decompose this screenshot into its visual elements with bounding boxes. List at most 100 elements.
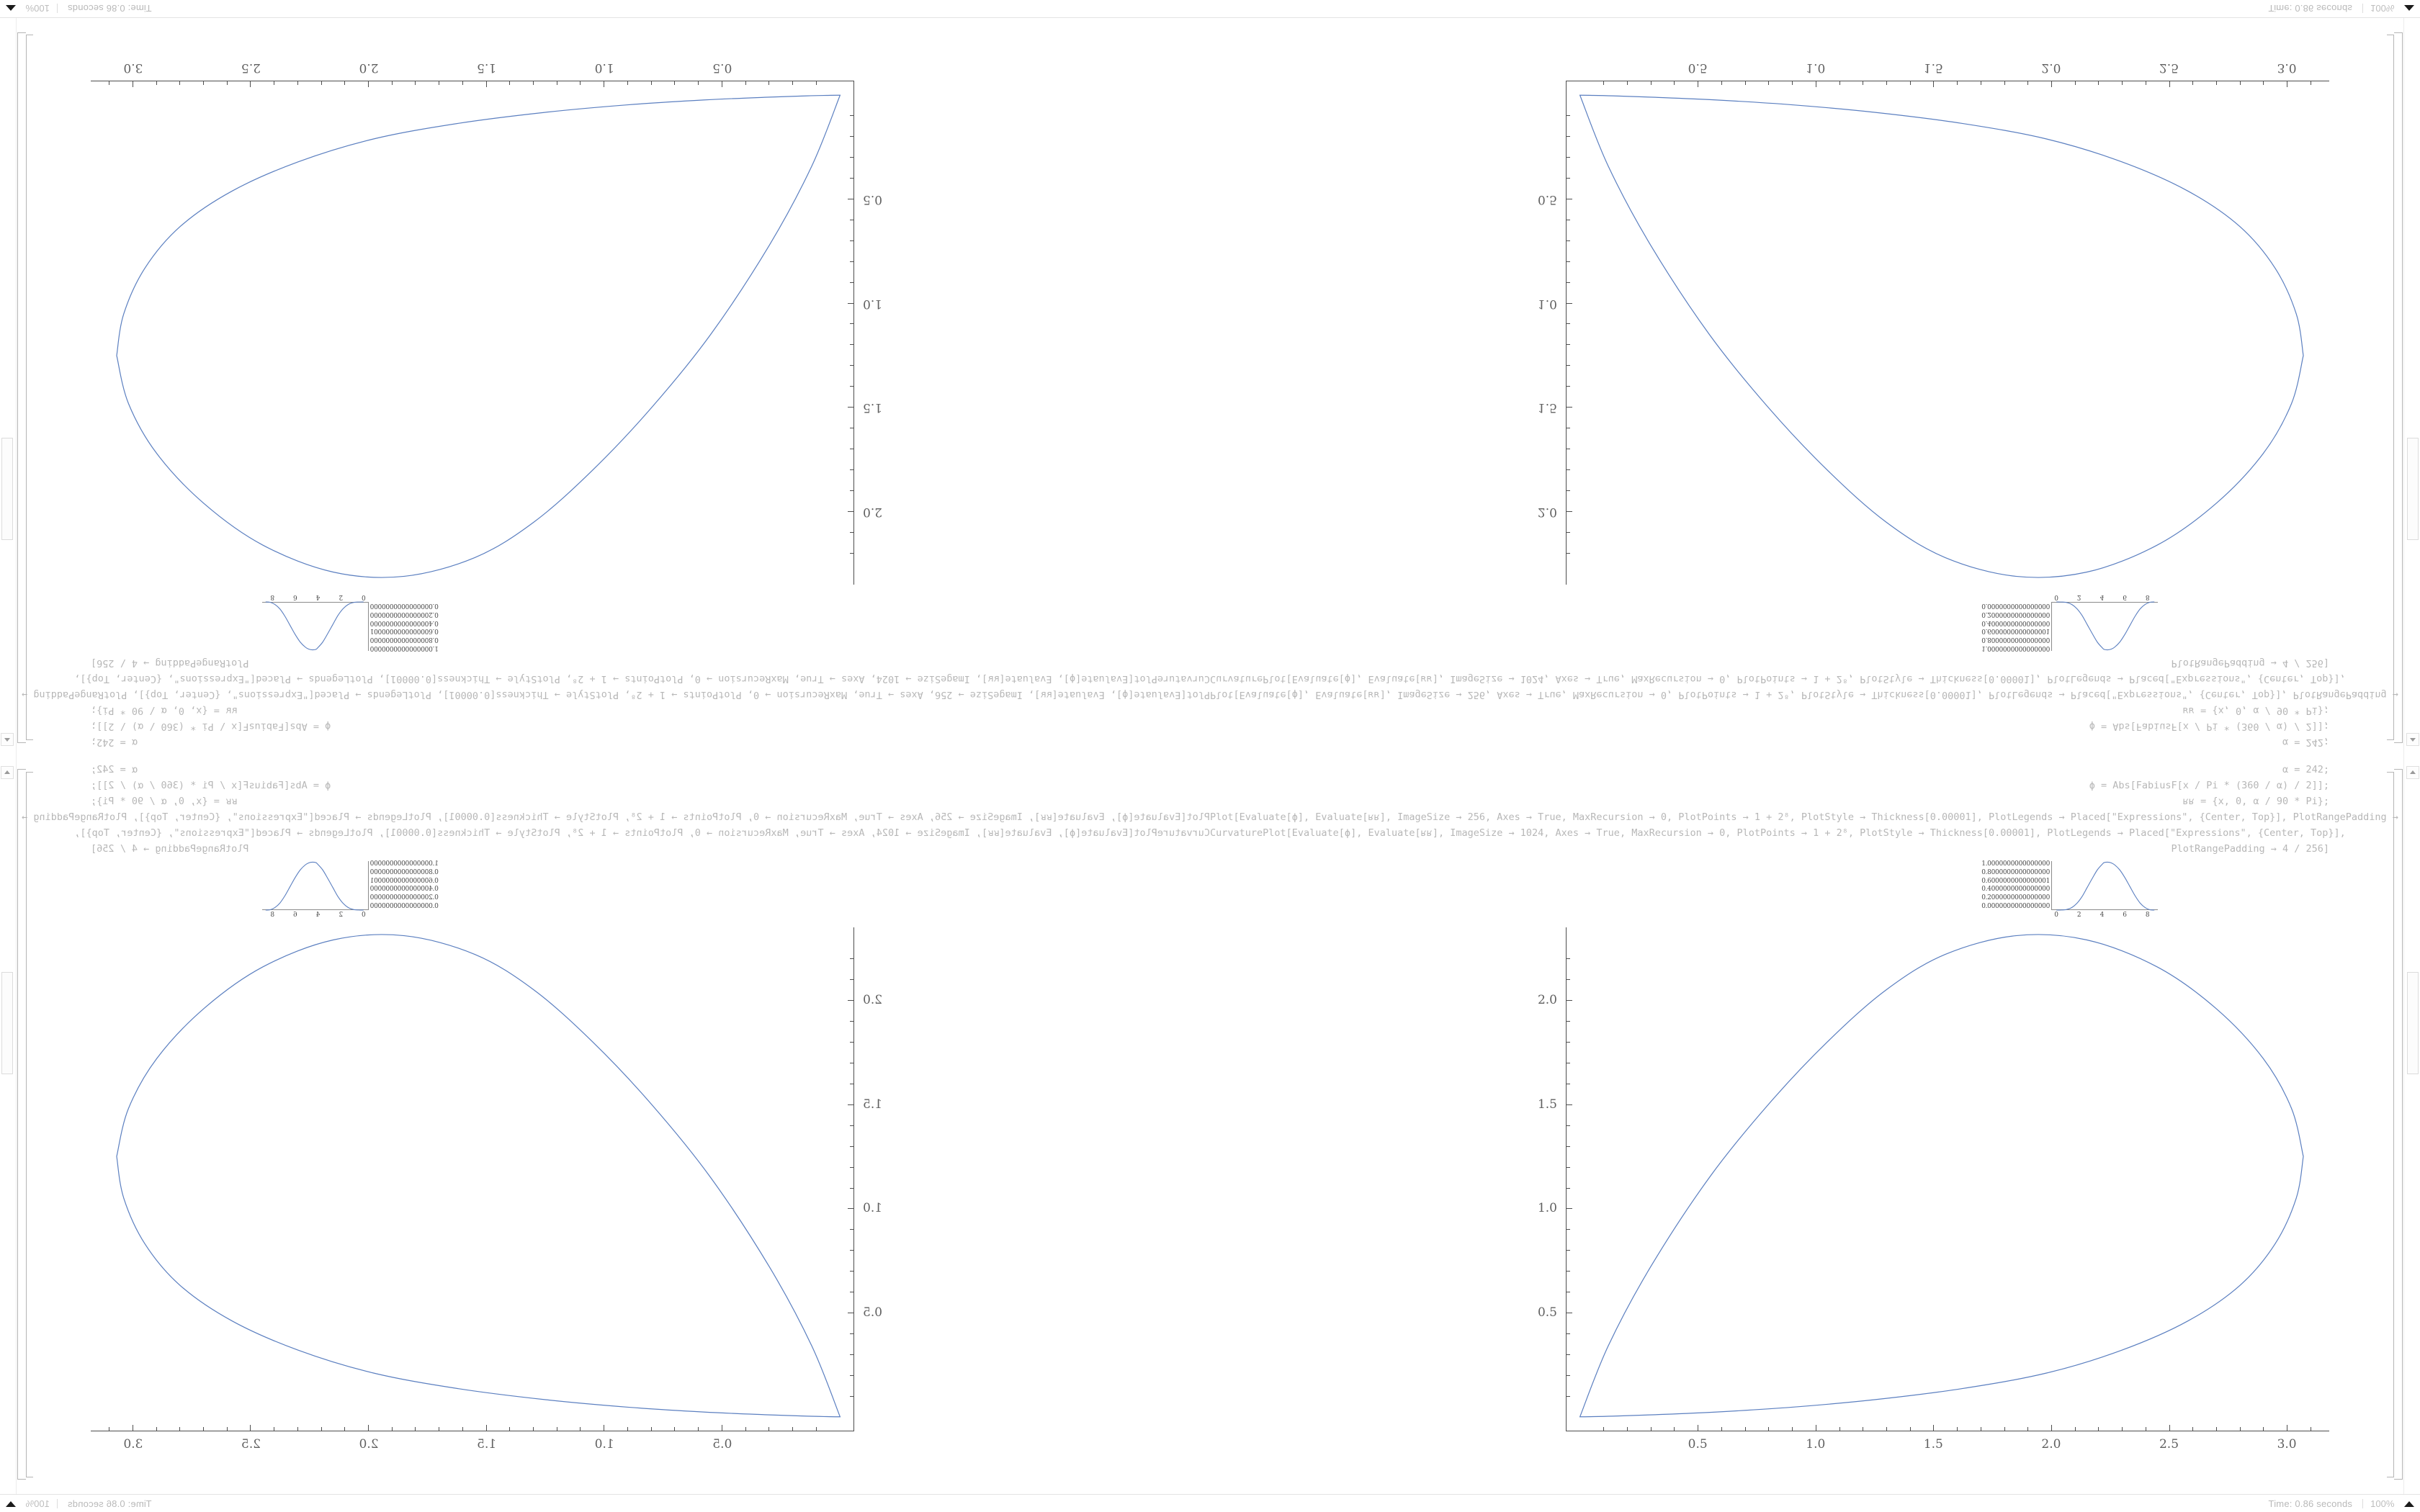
curvature-output-cell[interactable]: 0.5 1.0 1.5 2.0 0.5 1.0 1.5 2.0 2.5 3.0	[1210, 920, 2374, 1452]
vertical-scrollbar[interactable]	[2403, 756, 2420, 1495]
curvature-y-minor-tick	[1566, 261, 1570, 262]
curvature-output-cell[interactable]: 0.5 1.0 1.5 2.0 0.5 1.0 1.5 2.0 2.5 3.0	[46, 920, 1210, 1452]
thumbnail-y-tick-label: 0.8000000000000000	[370, 636, 439, 644]
curvature-y-tick	[848, 407, 854, 408]
curvature-y-tick-label: 2.0	[1537, 993, 1557, 1008]
curvature-x-tick	[485, 1425, 487, 1431]
curvature-y-tick	[1566, 1000, 1572, 1002]
curvature-x-minor-tick	[2239, 1427, 2241, 1431]
cell-bracket-group[interactable]	[2380, 23, 2404, 743]
cell-bracket-inner[interactable]	[2387, 35, 2394, 740]
cell-bracket-outer[interactable]	[2394, 32, 2403, 743]
scroll-up-arrow-icon[interactable]	[1, 766, 14, 779]
curvature-x-tick	[2169, 1425, 2170, 1431]
cell-bracket-group[interactable]	[16, 23, 40, 743]
curvature-x-minor-tick	[179, 81, 181, 85]
curvature-x-minor-tick	[815, 81, 817, 85]
thumbnail-output-cell[interactable]: 1.0000000000000000 0.8000000000000000 0.60…	[46, 858, 1210, 920]
curvature-x-minor-tick	[203, 81, 205, 85]
curvature-output-cell[interactable]: 0.5 1.0 1.5 2.0 0.5 1.0 1.5 2.0 2.5 3.0	[46, 60, 1210, 592]
scroll-up-arrow-icon[interactable]	[1, 733, 14, 746]
cell-bracket-outer[interactable]	[2394, 769, 2403, 1480]
curvature-x-minor-tick	[1721, 81, 1722, 85]
thumbnail-x-tick-label: 2	[2076, 593, 2081, 600]
caret-up-icon[interactable]	[6, 1501, 16, 1508]
vertical-scrollbar[interactable]	[0, 17, 17, 756]
curvature-x-minor-tick	[2027, 81, 2029, 85]
vertical-scrollbar[interactable]	[0, 756, 17, 1495]
thumbnail-y-tick-label: 0.8000000000000000	[1981, 636, 2050, 644]
zoom-level-control[interactable]: 100%	[2370, 4, 2420, 14]
status-divider	[2362, 1498, 2364, 1508]
caret-up-icon[interactable]	[6, 4, 16, 11]
curvature-y-minor-tick	[1566, 1271, 1570, 1272]
input-cell[interactable]: α = 242; ϕ = Abs[FabiusF[x / Pi * (360 /…	[1210, 756, 2420, 858]
zoom-level-control[interactable]: 100%	[0, 4, 50, 14]
curvature-y-tick	[848, 510, 854, 512]
input-cell[interactable]: α = 242; ϕ = Abs[FabiusF[x / Pi * (360 /…	[0, 654, 1210, 756]
curvature-y-minor-tick	[1566, 136, 1570, 138]
scroll-up-arrow-icon[interactable]	[2406, 766, 2419, 779]
caret-up-icon[interactable]	[2404, 1501, 2414, 1508]
curvature-x-minor-tick	[1744, 81, 1746, 85]
input-cell[interactable]: α = 242; ϕ = Abs[FabiusF[x / Pi * (360 /…	[1210, 654, 2420, 756]
vertical-scrollbar[interactable]	[2403, 17, 2420, 756]
cell-bracket-inner[interactable]	[26, 772, 33, 1477]
thumbnail-output-cell[interactable]: 1.0000000000000000 0.8000000000000000 0.60…	[1210, 858, 2374, 920]
thumbnail-output-cell[interactable]: 1.0000000000000000 0.8000000000000000 0.60…	[1210, 592, 2374, 654]
curvature-x-minor-tick	[2215, 81, 2217, 85]
curvature-plot: 0.5 1.0 1.5 2.0 0.5 1.0 1.5 2.0 2.5 3.0	[91, 927, 882, 1452]
cell-bracket-inner[interactable]	[2387, 772, 2394, 1477]
thumbnail-x-tick-label: 2	[339, 912, 344, 919]
caret-up-icon[interactable]	[2404, 4, 2414, 11]
curvature-x-tick	[250, 81, 251, 87]
thumbnail-curve	[2056, 861, 2155, 911]
curvature-y-minor-tick	[850, 1374, 854, 1376]
curvature-x-minor-tick	[815, 1427, 817, 1431]
cell-bracket-outer[interactable]	[17, 32, 26, 743]
curvature-x-tick	[368, 1425, 369, 1431]
scrollbar-thumb[interactable]	[1, 438, 13, 540]
cell-bracket-inner[interactable]	[26, 35, 33, 740]
scrollbar-thumb[interactable]	[2407, 972, 2419, 1074]
curvature-x-minor-tick	[1674, 81, 1675, 85]
curvature-x-minor-tick	[533, 81, 534, 85]
curvature-x-minor-tick	[1603, 1427, 1605, 1431]
curvature-plot: 0.5 1.0 1.5 2.0 0.5 1.0 1.5 2.0 2.5 3.0	[1538, 927, 2329, 1452]
curvature-y-minor-tick	[850, 344, 854, 346]
curvature-output-cell[interactable]: 0.5 1.0 1.5 2.0 0.5 1.0 1.5 2.0 2.5 3.0	[1210, 60, 2374, 592]
zoom-level-label: 100%	[2370, 3, 2395, 14]
thumbnail-y-tick-label: 0.6000000000000001	[370, 877, 439, 885]
thumbnail-output-cell[interactable]: 1.0000000000000000 0.8000000000000000 0.60…	[46, 592, 1210, 654]
code-line: PlotRangePadding → 4 / 256]	[2171, 843, 2329, 855]
scrollbar-thumb[interactable]	[2407, 438, 2419, 540]
curvature-x-minor-tick	[2004, 1427, 2005, 1431]
curvature-x-minor-tick	[2122, 81, 2123, 85]
curvature-y-minor-tick	[1566, 344, 1570, 346]
thumbnail-x-tick-label: 6	[2123, 593, 2127, 600]
curvature-y-minor-tick	[850, 1395, 854, 1397]
zoom-level-control[interactable]: 100%	[0, 1498, 50, 1509]
code-line: PlotRangePadding → 4 / 256]	[2171, 657, 2329, 669]
scrollbar-thumb[interactable]	[1, 972, 13, 1074]
cell-bracket-group[interactable]	[16, 769, 40, 1489]
curvature-x-tick-label: 1.5	[477, 60, 497, 75]
curvature-x-minor-tick	[1650, 1427, 1652, 1431]
thumbnail-plot: 1.0000000000000000 0.8000000000000000 0.60…	[262, 593, 439, 652]
thumbnail-y-tick-label: 0.0000000000000000	[370, 902, 439, 910]
input-cell[interactable]: α = 242; ϕ = Abs[FabiusF[x / Pi * (360 /…	[0, 756, 1210, 858]
cell-bracket-group[interactable]	[2380, 769, 2404, 1489]
zoom-level-control[interactable]: 100%	[2370, 1498, 2420, 1509]
cell-bracket-outer[interactable]	[17, 769, 26, 1480]
curvature-y-minor-tick	[850, 1166, 854, 1168]
curvature-x-tick-label: 1.0	[1806, 60, 1826, 75]
curvature-x-tick	[2051, 81, 2052, 87]
curvature-x-minor-tick	[179, 1427, 181, 1431]
curvature-y-minor-tick	[1566, 282, 1570, 283]
curvature-x-minor-tick	[415, 81, 416, 85]
evaluation-time-label: Time: 0.86 seconds	[67, 3, 152, 14]
scroll-up-arrow-icon[interactable]	[2406, 733, 2419, 746]
quadrant-top-left: α = 242; ϕ = Abs[FabiusF[x / Pi * (360 /…	[0, 0, 1210, 756]
thumbnail-y-tick-label: 0.0000000000000000	[1981, 902, 2050, 910]
curvature-y-minor-tick	[850, 1042, 854, 1043]
